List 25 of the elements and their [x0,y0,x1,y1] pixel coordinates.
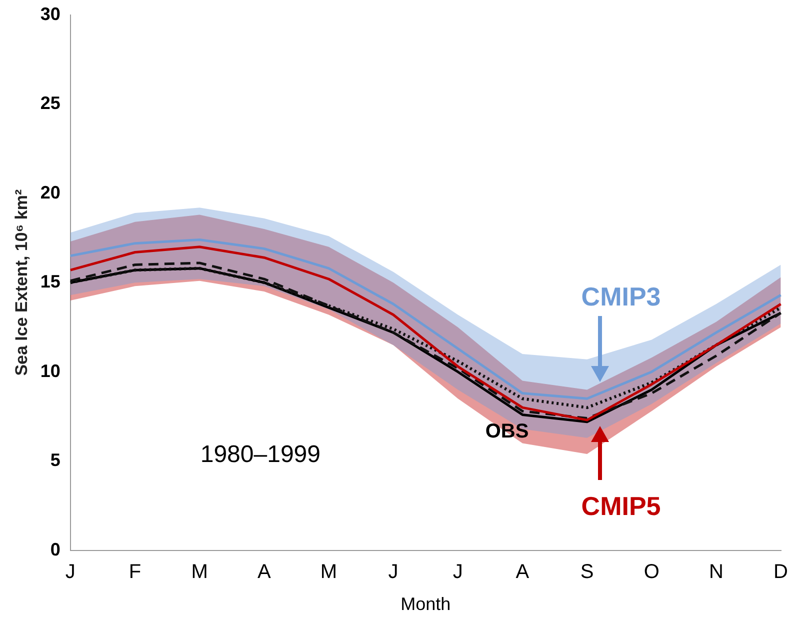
annotation: 1980–1999 [200,441,320,468]
y-tick-label: 0 [50,539,60,560]
x-tick-label: N [708,560,724,583]
y-tick-label: 20 [40,182,60,202]
x-tick-label: J [452,560,463,583]
x-tick-label: S [580,560,594,583]
x-tick-label: J [388,560,398,583]
x-tick-label: A [257,560,272,583]
y-tick-label: 15 [40,272,60,292]
y-tick-label: 5 [50,450,60,470]
y-tick-label: 10 [40,360,60,381]
x-tick-label: O [644,560,660,583]
x-tick-label: M [320,560,338,583]
x-tick-label: J [65,560,76,583]
x-tick-label: F [128,560,142,583]
x-tick-label: A [516,560,530,583]
y-tick-label: 25 [40,93,60,114]
y-axis-title: Sea Ice Extent, 10⁶ km² [12,189,31,376]
x-tick-label: M [191,560,208,583]
annotation: CMIP5 [581,491,661,522]
x-axis-title: Month [400,594,451,614]
annotation: OBS [485,420,529,442]
annotation: CMIP3 [581,282,661,312]
x-tick-label: D [774,560,788,583]
y-tick-label: 30 [40,4,60,24]
